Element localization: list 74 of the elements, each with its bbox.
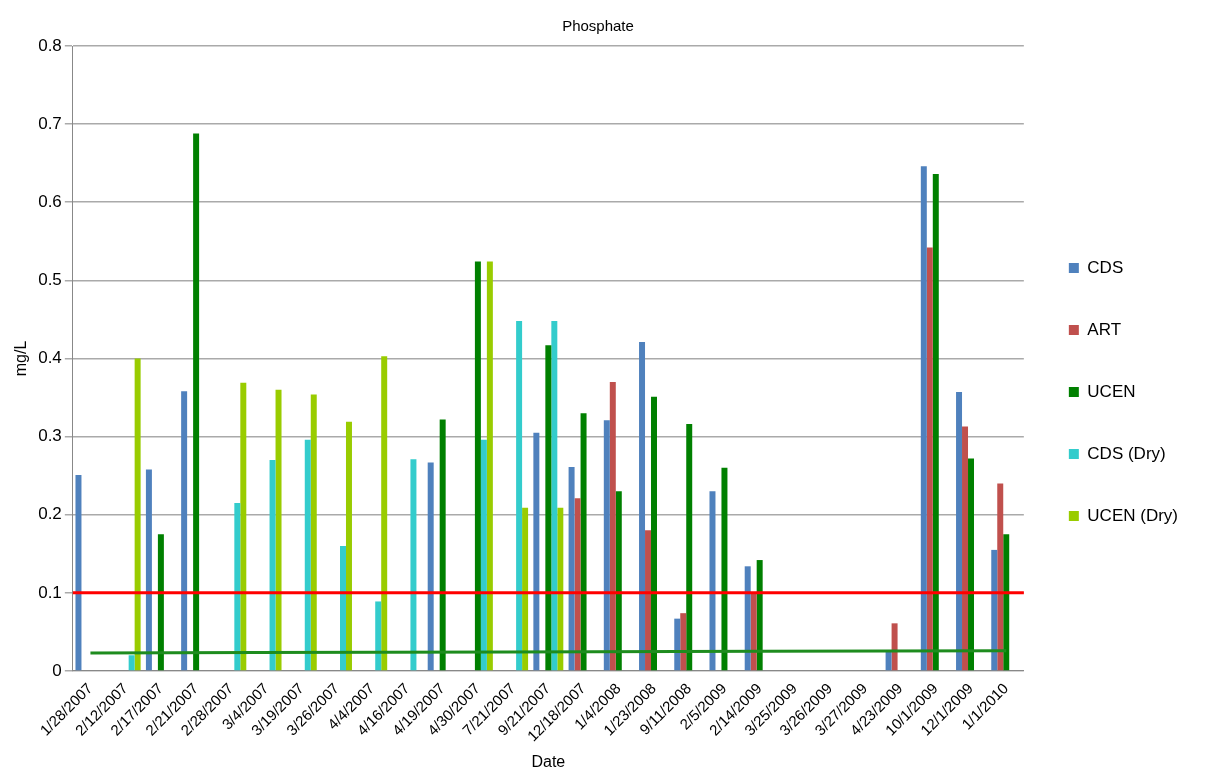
bar [885, 651, 892, 671]
bar [533, 432, 540, 671]
bar [157, 534, 164, 671]
bar [480, 439, 487, 671]
bar [639, 342, 646, 671]
bar [1003, 534, 1010, 671]
bar [956, 392, 963, 671]
y-tick-label: 0.4 [38, 348, 62, 368]
bar [551, 320, 558, 671]
y-tick-label: 0.7 [38, 113, 62, 133]
bar [145, 469, 152, 671]
bar [427, 462, 434, 671]
bar [234, 503, 241, 671]
y-tick-label: 0.1 [38, 582, 62, 602]
y-axis-title: mg/L [12, 340, 30, 377]
bar [574, 498, 581, 671]
bar [375, 601, 382, 671]
bar [240, 382, 247, 671]
bar [756, 560, 763, 671]
bar [962, 426, 969, 671]
bar [568, 467, 575, 671]
bar [545, 345, 552, 671]
legend-label: UCEN (Dry) [1087, 505, 1178, 525]
y-tick-label: 0.8 [38, 35, 62, 55]
bar [340, 545, 346, 671]
bar [968, 458, 975, 671]
bar [381, 356, 388, 671]
bar [744, 566, 751, 671]
bar [709, 491, 716, 671]
x-axis-title: Date [531, 752, 566, 770]
bar [516, 320, 523, 671]
bar [920, 166, 927, 671]
legend-label: CDS (Dry) [1087, 443, 1166, 463]
bar [680, 613, 687, 671]
bar [193, 133, 200, 671]
bar [615, 491, 622, 671]
bar [181, 391, 188, 671]
bar [134, 358, 141, 671]
y-tick-label: 0.3 [38, 426, 62, 446]
bar [750, 592, 757, 671]
bar [674, 618, 681, 671]
bar [580, 413, 587, 671]
bar [522, 507, 529, 671]
legend-label: ART [1087, 319, 1122, 339]
bar [345, 421, 352, 671]
bar [991, 549, 998, 671]
bar [486, 261, 493, 671]
y-tick-label: 0.2 [38, 504, 62, 524]
bar [645, 530, 652, 671]
bar [269, 460, 276, 671]
bar [304, 439, 311, 671]
y-tick-label: 0 [52, 660, 62, 680]
chart-title: Phosphate [562, 17, 634, 35]
legend-label: UCEN [1087, 381, 1136, 401]
bar [410, 459, 417, 671]
bar [686, 424, 693, 671]
bar [75, 474, 82, 671]
bar [932, 174, 939, 671]
bar [275, 389, 282, 671]
y-tick-label: 0.5 [38, 270, 62, 290]
bar [997, 483, 1004, 671]
y-tick-label: 0.6 [38, 191, 62, 211]
bar [609, 381, 616, 671]
bar [926, 247, 933, 671]
bar [603, 420, 610, 671]
legend-label: CDS [1087, 257, 1124, 277]
bar [721, 467, 728, 671]
bar [651, 396, 657, 671]
bar [439, 419, 446, 671]
bar [310, 394, 317, 671]
bar [891, 623, 898, 671]
bar [474, 261, 481, 671]
bar [557, 507, 564, 671]
bar [128, 655, 135, 671]
